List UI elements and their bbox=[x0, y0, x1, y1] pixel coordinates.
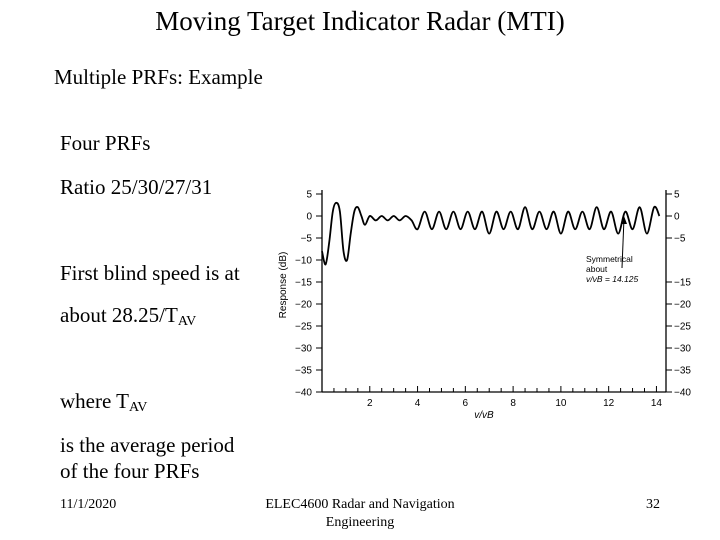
annotation-line-1: Symmetrical bbox=[586, 254, 633, 264]
left-tick-label: −30 bbox=[295, 344, 312, 355]
bullet-average-period: is the average period bbox=[60, 433, 235, 457]
left-tick-label: 0 bbox=[306, 212, 312, 223]
bullet-four-prfs-period: of the four PRFs bbox=[60, 459, 200, 483]
x-tick-label: 10 bbox=[555, 398, 567, 409]
x-tick-label: 14 bbox=[651, 398, 663, 409]
annotation-arrow bbox=[621, 217, 625, 269]
x-tick-label: 8 bbox=[510, 398, 516, 409]
x-tick-label: 12 bbox=[603, 398, 615, 409]
slide-subtitle: Multiple PRFs: Example bbox=[54, 65, 263, 89]
right-tick-label: 5 bbox=[674, 190, 680, 201]
where-text: where T bbox=[60, 389, 129, 413]
left-tick-label: −10 bbox=[295, 256, 312, 267]
right-tick-label: −20 bbox=[674, 300, 691, 311]
mti-response-figure: 5 0 −5 −10 −15 −20 −25 −30 −35 −40 5 0 −5 −15 −20 −25 −… bbox=[278, 190, 691, 422]
left-tick-label: −35 bbox=[295, 366, 312, 377]
left-tick-label: −40 bbox=[295, 388, 312, 399]
footer-date: 11/1/2020 bbox=[60, 497, 117, 512]
blind-speed-text: about 28.25/T bbox=[60, 303, 178, 327]
slide-title: Moving Target Indicator Radar (MTI) bbox=[155, 6, 565, 36]
annotation-line-2: about bbox=[586, 264, 608, 274]
right-tick-label: 0 bbox=[674, 212, 680, 223]
bullet-ratio: Ratio 25/30/27/31 bbox=[60, 175, 213, 199]
right-tick-label: −30 bbox=[674, 344, 691, 355]
right-tick-label: −35 bbox=[674, 366, 691, 377]
bullet-blind-speed-value: about 28.25/TAV bbox=[60, 302, 196, 332]
footer-page-number: 32 bbox=[646, 497, 660, 512]
annotation-line-3: v/vB = 14.125 bbox=[586, 274, 638, 284]
response-curve bbox=[321, 201, 661, 266]
blind-speed-subscript: AV bbox=[177, 314, 197, 329]
annotation-arrowhead bbox=[621, 216, 627, 224]
bullet-blind-speed: First blind speed is at bbox=[60, 261, 240, 285]
left-tick-label: −20 bbox=[295, 300, 312, 311]
right-tick-label: −25 bbox=[674, 322, 691, 333]
footer-course: ELEC4600 Radar and Navigation Engineerin… bbox=[240, 496, 480, 532]
y-axis-label: Response (dB) bbox=[278, 252, 289, 319]
right-tick-label: −40 bbox=[674, 388, 691, 399]
footer-course-line-2: Engineering bbox=[325, 515, 395, 530]
x-tick-label: 4 bbox=[415, 398, 421, 409]
right-tick-label: −5 bbox=[674, 234, 686, 245]
right-tick-label: −15 bbox=[674, 278, 691, 289]
bullet-four-prfs: Four PRFs bbox=[60, 131, 151, 155]
x-axis-label: v/vB bbox=[474, 410, 494, 421]
x-tick-label: 2 bbox=[367, 398, 373, 409]
left-tick-label: −5 bbox=[301, 234, 313, 245]
x-tick-label: 6 bbox=[463, 398, 469, 409]
bullet-where: where TAV bbox=[60, 388, 147, 418]
where-subscript: AV bbox=[129, 400, 148, 415]
left-tick-label: 5 bbox=[306, 190, 312, 201]
left-tick-label: −25 bbox=[295, 322, 312, 333]
footer-course-line-1: ELEC4600 Radar and Navigation bbox=[265, 497, 455, 512]
left-tick-label: −15 bbox=[295, 278, 312, 289]
